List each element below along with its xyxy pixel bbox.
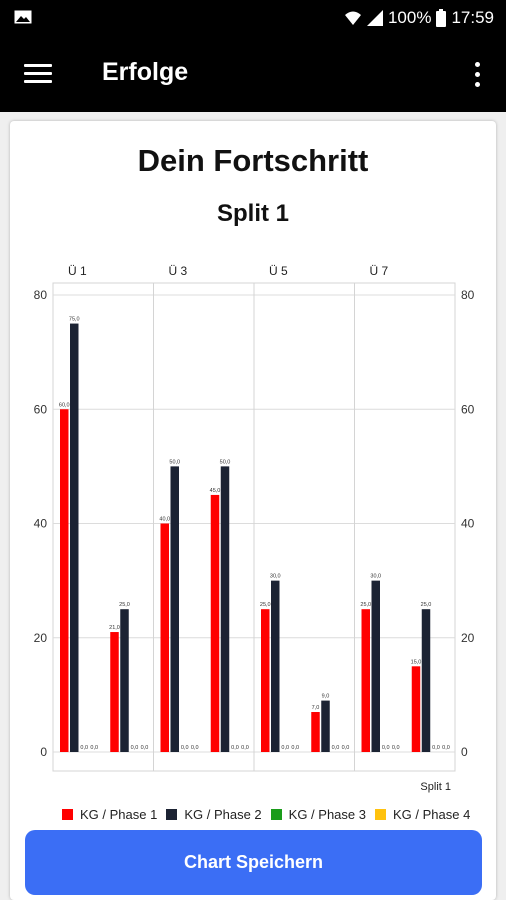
bar-value-label: 30,0 [270,574,281,580]
bar-value-label: 21,0 [109,625,120,631]
bar [271,580,280,752]
hamburger-menu-icon[interactable] [24,62,54,86]
bar-value-label: 25,0 [260,602,271,608]
bar-value-label: 15,0 [411,659,422,665]
y-axis-right-tick-label: 60 [461,402,475,416]
legend-item: KG / Phase 2 [166,806,262,822]
bar-value-label: 50,0 [220,459,231,465]
save-chart-button[interactable]: Chart Speichern [25,830,482,895]
bar-value-label: 45,0 [210,488,221,494]
legend-swatch [62,808,73,820]
bar-value-label: 0,0 [392,745,400,751]
bar-value-label: 0,0 [342,745,350,751]
y-axis-left-tick-label: 60 [34,402,48,416]
legend-label: KG / Phase 3 [288,806,366,822]
bar-value-label: 0,0 [432,745,440,751]
image-notification-icon [14,10,32,24]
bar-value-label: 0,0 [80,745,88,751]
legend-swatch [270,808,282,820]
y-axis-right-tick-label: 20 [461,631,475,645]
y-axis-left-tick-label: 20 [34,631,48,645]
legend-item: KG / Phase 4 [374,806,471,822]
y-axis-right-tick-label: 80 [461,288,475,302]
bar-value-label: 0,0 [241,745,249,751]
legend-label: KG / Phase 2 [184,806,262,822]
bar [60,409,69,752]
clock: 17:59 [451,8,494,27]
battery-percent: 100% [387,8,432,27]
more-options-icon[interactable] [472,60,482,90]
card-title: Dein Fortschritt [137,143,369,178]
bar [210,494,220,752]
bar [170,466,179,752]
bar-value-label: 0,0 [231,745,239,751]
bar-value-label: 30,0 [370,574,381,580]
bar-value-label: 0,0 [141,745,149,751]
y-axis-right-tick-label: 40 [461,517,475,531]
chart-legend: KG / Phase 1 KG / Phase 2 KG / Phase 3 KG /… [62,805,479,823]
bar [220,466,230,752]
bar-value-label: 0,0 [442,745,450,751]
bar-value-label: 40,0 [159,517,170,523]
app-title: Erfolge [102,58,189,86]
bar-value-label: 25,0 [421,602,432,608]
top-category-label: Ü 7 [370,264,389,278]
card-subtitle: Split 1 [216,200,289,227]
bar-value-label: 0,0 [90,745,98,751]
bar-value-label: 60,0 [59,402,70,408]
bar-value-label: 0,0 [382,745,390,751]
status-bar: 100% 17:59 [0,0,506,36]
progress-card: Dein Fortschritt Split 1 0 0 20 20 40 40 60 60 8… [10,121,496,900]
progress-bar-chart: 0 0 20 20 40 40 60 60 80 80 Ü 1 Ü 3 Ü 5 Ü 7 Split 1 60,… [34,264,475,793]
app-bar: Erfolge [0,36,506,112]
legend-item: KG / Phase 3 [270,806,366,822]
bar-value-label: 9,0 [322,694,330,700]
bar [160,523,169,752]
bar-value-label: 75,0 [69,317,80,323]
bar [110,632,119,752]
y-axis-left-tick-label: 0 [40,745,47,759]
bar-value-label: 7,0 [312,705,320,711]
y-axis-left-tick-label: 40 [34,517,48,531]
bar-value-label: 0,0 [332,745,340,751]
bar [361,609,370,752]
legend-label: KG / Phase 1 [80,806,158,822]
wifi-icon [344,11,361,25]
y-axis-right-tick-label: 0 [461,745,468,759]
bar [311,712,320,752]
legend-item: KG / Phase 1 [62,807,157,822]
bar-value-label: 0,0 [291,745,299,751]
bar [321,700,330,752]
bar-value-label: 25,0 [360,602,371,608]
top-category-label: Ü 3 [169,264,188,278]
bar-value-label: 0,0 [181,745,189,751]
bar-value-label: 0,0 [131,745,139,751]
bar-value-label: 25,0 [119,602,130,608]
signal-icon [366,10,383,26]
top-category-label: Ü 1 [68,264,87,278]
bar [411,666,421,752]
top-category-label: Ü 5 [269,264,288,278]
bar [120,609,129,752]
legend-swatch [374,808,386,820]
y-axis-left-tick-label: 80 [34,288,48,302]
bar [371,580,380,752]
bar-value-label: 50,0 [169,459,180,465]
bar [70,323,79,752]
x-axis-label: Split 1 [420,781,451,793]
battery-icon [436,9,447,27]
legend-swatch [166,808,178,820]
bar [261,609,270,752]
bar-value-label: 0,0 [281,745,289,751]
bar-value-label: 0,0 [191,745,199,751]
legend-label: KG / Phase 4 [392,806,471,822]
bar [421,609,431,752]
